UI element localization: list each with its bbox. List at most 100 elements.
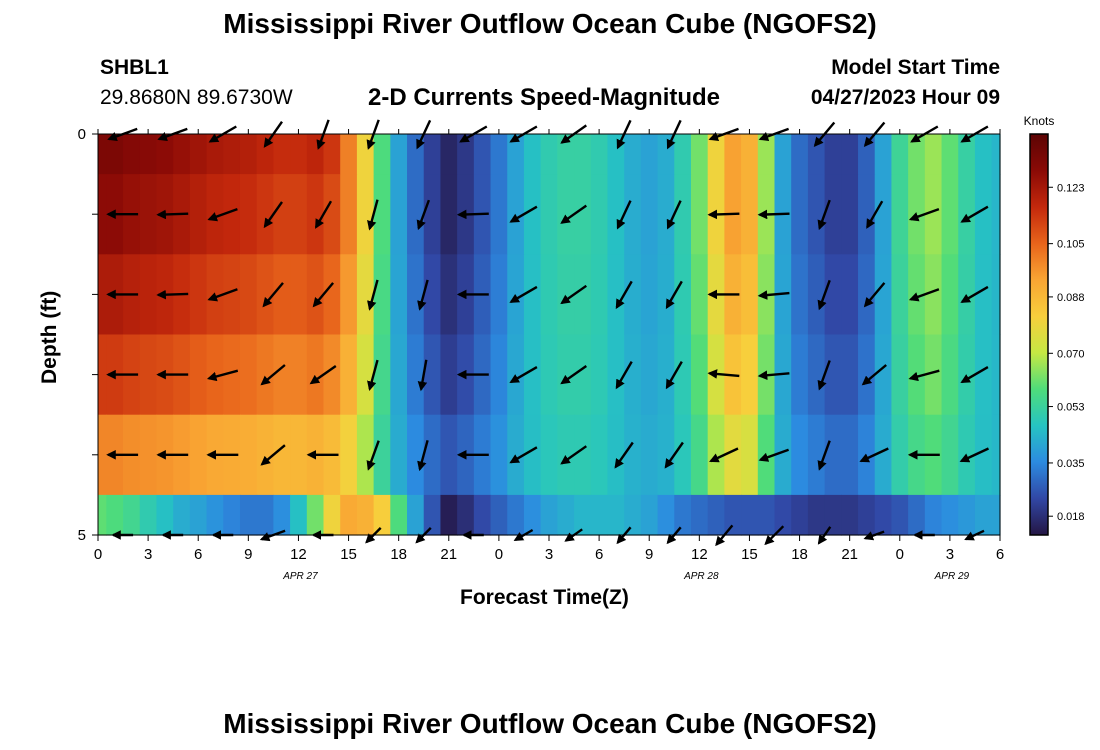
heatmap-cell <box>774 494 792 536</box>
heatmap-cell <box>807 414 826 496</box>
heatmap-cell <box>924 334 943 416</box>
heatmap-cell <box>774 414 792 496</box>
heatmap-cell <box>741 254 759 336</box>
heatmap-cell <box>273 174 291 255</box>
heatmap-cell <box>791 494 809 536</box>
heatmap-cell <box>941 494 959 536</box>
heatmap-cell <box>707 494 725 536</box>
heatmap-cell <box>724 414 742 496</box>
heatmap-cell <box>423 414 442 496</box>
heatmap-cell <box>874 494 893 536</box>
x-tick-label: 9 <box>244 546 252 563</box>
heatmap-cell <box>473 134 492 175</box>
current-arrow <box>156 289 189 300</box>
heatmap-cell <box>690 494 709 536</box>
current-arrow <box>262 282 284 308</box>
heatmap-cell <box>523 134 542 175</box>
heatmap-cell <box>590 414 609 496</box>
heatmap-cell <box>640 334 659 416</box>
current-arrow <box>312 282 335 308</box>
heatmap-cell <box>490 134 508 175</box>
heatmap-cell <box>540 134 558 175</box>
colorbar-tick-label: 0.088 <box>1057 292 1085 304</box>
heatmap-cell <box>891 414 909 496</box>
heatmap-cell <box>640 494 659 536</box>
heatmap-cell <box>941 134 959 175</box>
heatmap-cell <box>306 174 325 255</box>
heatmap-cell <box>991 334 1001 416</box>
current-arrow <box>665 280 683 310</box>
current-arrow <box>817 199 831 231</box>
heatmap-cell <box>690 334 709 416</box>
heatmap-cell <box>98 174 107 255</box>
heatmap-cell <box>173 494 191 536</box>
heatmap-cell <box>824 334 842 416</box>
current-arrow <box>509 366 538 384</box>
heatmap-cell <box>98 494 107 536</box>
current-arrow <box>959 447 990 463</box>
heatmap-cell <box>239 254 258 336</box>
heatmap-cell <box>440 174 458 255</box>
heatmap-cell <box>540 254 558 336</box>
current-arrow <box>615 280 633 310</box>
x-tick-label: 21 <box>440 546 457 563</box>
current-arrow <box>207 288 238 302</box>
heatmap-cell <box>273 494 291 536</box>
current-arrow <box>866 200 884 229</box>
heatmap-cell <box>189 414 208 496</box>
heatmap-cell <box>690 134 709 175</box>
x-tick-label: 15 <box>741 546 758 563</box>
current-arrow <box>707 369 740 379</box>
station-coords: 29.8680N 89.6730W <box>100 86 293 109</box>
heatmap-cell <box>457 494 475 536</box>
heatmap-cell <box>173 134 191 175</box>
x-tick-label: 12 <box>691 546 708 563</box>
heatmap-cell <box>791 254 809 336</box>
heatmap-cell <box>657 494 675 536</box>
current-arrow <box>666 200 682 230</box>
heatmap-cell <box>590 174 609 255</box>
heatmap-cell <box>273 134 291 175</box>
heatmap-cell <box>390 334 408 416</box>
heatmap-cell <box>290 334 308 416</box>
heatmap-cell <box>791 134 809 175</box>
current-arrow <box>367 359 379 391</box>
heatmap-cell <box>440 334 458 416</box>
heatmap-cell <box>574 254 592 336</box>
heatmap-cell <box>106 134 124 175</box>
heatmap-cell <box>841 254 859 336</box>
heatmap-cell <box>223 254 241 336</box>
heatmap-cell <box>874 414 893 496</box>
current-arrow <box>758 448 790 462</box>
heatmap-cell <box>440 134 458 175</box>
heatmap-cell <box>874 334 893 416</box>
heatmap-cell <box>356 254 375 336</box>
heatmap-cell <box>574 174 592 255</box>
heatmap-cell <box>256 174 274 255</box>
current-arrow <box>560 284 587 305</box>
heatmap-cell <box>640 254 659 336</box>
current-arrow <box>757 209 790 220</box>
heatmap-cell <box>824 414 842 496</box>
heatmap-cell <box>707 134 725 175</box>
heatmap-cell <box>607 494 625 536</box>
x-tick-label: 0 <box>94 546 102 563</box>
current-arrow <box>206 369 239 382</box>
heatmap-cell <box>908 494 926 536</box>
heatmap-cell <box>741 414 759 496</box>
heatmap-cell <box>540 174 558 255</box>
heatmap-cell <box>824 254 842 336</box>
current-arrow <box>260 444 286 466</box>
heatmap-cell <box>407 494 425 536</box>
heatmap-cell <box>490 494 508 536</box>
heatmap-cell <box>356 494 375 536</box>
current-arrow <box>367 199 379 231</box>
colorbar-bar <box>1029 133 1049 536</box>
x-tick-label: 3 <box>545 546 553 563</box>
heatmap-cell <box>924 494 943 536</box>
heatmap-cell <box>490 254 508 336</box>
heatmap-cell <box>607 334 625 416</box>
heatmap-cell <box>924 134 943 175</box>
heatmap-cell <box>824 494 842 536</box>
heatmap-cell <box>657 414 675 496</box>
